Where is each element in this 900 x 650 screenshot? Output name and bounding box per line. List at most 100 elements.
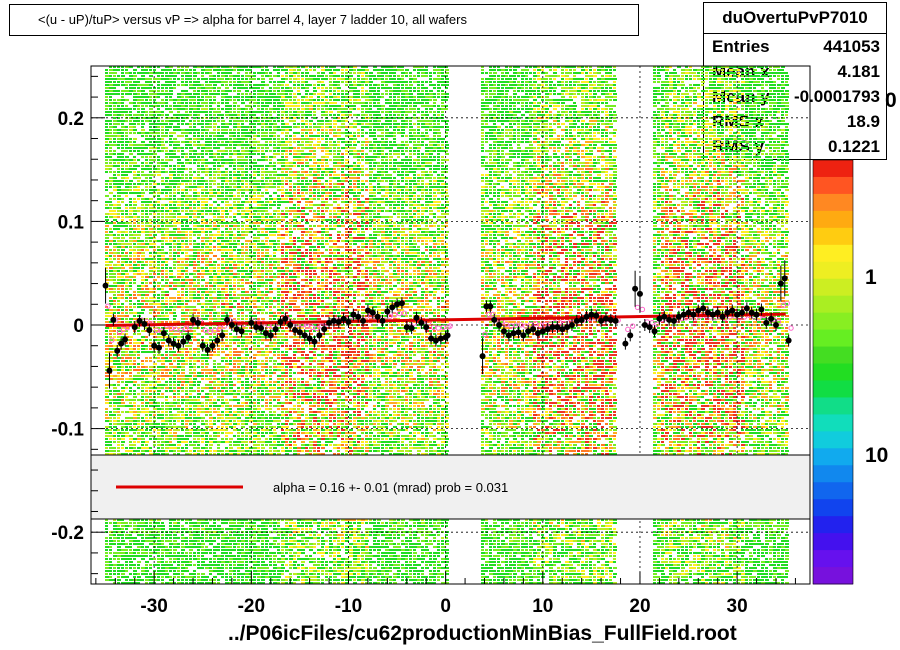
heatmap-cell — [141, 540, 145, 542]
heatmap-cell — [205, 447, 208, 449]
heatmap-cell — [149, 411, 153, 413]
heatmap-cell — [197, 354, 200, 356]
heatmap-cell — [129, 129, 133, 131]
heatmap-cell — [189, 204, 192, 206]
heatmap-cell — [181, 171, 184, 173]
heatmap-cell — [153, 72, 157, 74]
heatmap-cell — [209, 372, 212, 374]
heatmap-cell — [221, 252, 224, 254]
heatmap-cell — [213, 99, 216, 101]
heatmap-cell — [205, 237, 209, 239]
heatmap-cell — [209, 219, 212, 221]
heatmap-cell — [173, 204, 176, 206]
heatmap-cell — [121, 270, 125, 272]
heatmap-cell — [217, 447, 220, 449]
heatmap-cell — [129, 405, 133, 407]
heatmap-cell — [181, 582, 184, 584]
heatmap-cell — [117, 567, 120, 569]
heatmap-cell — [197, 528, 200, 530]
heatmap-cell — [169, 189, 172, 191]
heatmap-cell — [217, 186, 221, 188]
heatmap-cell — [145, 183, 148, 185]
heatmap-cell — [129, 189, 132, 191]
heatmap-cell — [213, 537, 216, 539]
heatmap-cell — [153, 552, 157, 554]
heatmap-cell — [157, 270, 161, 272]
heatmap-cell — [157, 366, 161, 368]
heatmap-cell — [157, 426, 161, 428]
heatmap-cell — [105, 327, 109, 329]
heatmap-cell — [221, 396, 224, 398]
heatmap-cell — [209, 384, 212, 386]
heatmap-cell — [129, 126, 133, 128]
heatmap-cell — [193, 198, 197, 200]
heatmap-cell — [221, 573, 224, 575]
heatmap-cell — [149, 159, 153, 161]
heatmap-cell — [173, 531, 176, 533]
heatmap-cell — [221, 78, 224, 80]
heatmap-cell — [193, 99, 196, 101]
heatmap-cell — [205, 435, 208, 437]
heatmap-cell — [177, 444, 181, 446]
heatmap-cell — [205, 174, 208, 176]
heatmap-cell — [133, 528, 137, 530]
heatmap-cell — [145, 297, 148, 299]
heatmap-cell — [165, 234, 169, 236]
heatmap-cell — [181, 237, 185, 239]
heatmap-cell — [173, 582, 176, 584]
heatmap-cell — [161, 240, 164, 242]
heatmap-cell — [157, 306, 161, 308]
heatmap-cell — [161, 408, 164, 410]
heatmap-cell — [129, 450, 133, 452]
heatmap-cell — [213, 246, 216, 248]
heatmap-cell — [209, 294, 212, 296]
heatmap-cell — [181, 120, 185, 122]
heatmap-cell — [105, 180, 109, 182]
heatmap-cell — [157, 240, 161, 242]
heatmap-cell — [205, 222, 208, 224]
heatmap-cell — [221, 372, 224, 374]
heatmap-cell — [205, 309, 209, 311]
heatmap-cell — [213, 393, 216, 395]
heatmap-cell — [149, 339, 152, 341]
heatmap-cell — [153, 147, 157, 149]
heatmap-cell — [213, 264, 216, 266]
heatmap-cell — [153, 183, 157, 185]
heatmap-cell — [169, 546, 172, 548]
heatmap-cell — [189, 123, 192, 125]
heatmap-cell — [233, 366, 236, 368]
stats-key: Entries — [712, 34, 770, 59]
heatmap-cell — [125, 135, 128, 137]
heatmap-cell — [185, 138, 189, 140]
heatmap-cell — [109, 447, 113, 449]
heatmap-cell — [233, 318, 236, 320]
heatmap-cell — [177, 372, 180, 374]
heatmap-cell — [205, 213, 208, 215]
heatmap-cell — [221, 543, 225, 545]
heatmap-cell — [113, 303, 116, 305]
heatmap-cell — [113, 414, 116, 416]
heatmap-cell — [201, 87, 205, 89]
heatmap-cell — [157, 333, 161, 335]
heatmap-cell — [173, 399, 176, 401]
heatmap-cell — [193, 543, 196, 545]
heatmap-cell — [145, 207, 148, 209]
heatmap-cell — [165, 228, 169, 230]
heatmap-cell — [169, 258, 173, 260]
heatmap-cell — [149, 369, 153, 371]
heatmap-cell — [205, 546, 208, 548]
heatmap-cell — [133, 522, 136, 524]
heatmap-cell — [217, 225, 220, 227]
heatmap-cell — [221, 432, 224, 434]
heatmap-cell — [109, 177, 113, 179]
heatmap-cell — [157, 198, 161, 200]
heatmap-cell — [225, 276, 229, 278]
heatmap-cell — [121, 69, 124, 71]
heatmap-cell — [113, 135, 117, 137]
heatmap-cell — [169, 570, 172, 572]
heatmap-cell — [177, 108, 181, 110]
heatmap-cell — [221, 135, 224, 137]
heatmap-cell — [125, 567, 128, 569]
heatmap-cell — [197, 99, 201, 101]
plot-title: <(u - uP)/tuP> versus vP => alpha for ba… — [9, 4, 639, 36]
